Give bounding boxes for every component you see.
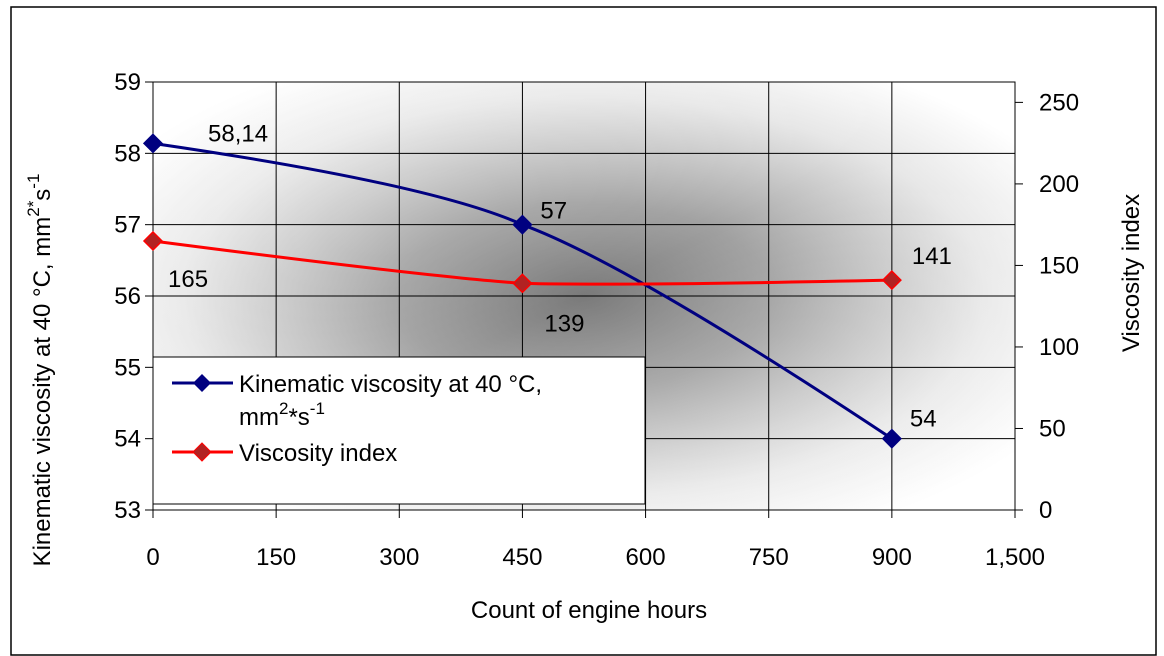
left-tick-label: 56: [114, 283, 141, 310]
data-point-kinematic-viscosity: [142, 133, 164, 154]
data-point-viscosity-index: [881, 270, 902, 291]
legend-label-1: Viscosity index: [239, 440, 397, 467]
x-tick-label: 600: [626, 544, 666, 571]
legend-box: [152, 356, 646, 505]
left-tick-label: 55: [114, 354, 141, 381]
right-tick-label: 50: [1039, 415, 1066, 442]
left-axis: 53 54 55 56 57 58 59: [114, 69, 153, 524]
right-axis-title: Viscosity index: [1118, 194, 1145, 352]
x-tick-label: 150: [256, 544, 296, 571]
x-tick-label: 750: [749, 544, 789, 571]
left-tick-label: 54: [114, 426, 141, 453]
data-label-kinematic-viscosity: 58,14: [208, 120, 268, 147]
data-point-viscosity-index: [512, 273, 533, 294]
data-label-viscosity-index: 139: [544, 310, 584, 337]
left-tick-label: 59: [114, 69, 141, 96]
legend: Kinematic viscosity at 40 °C, mm2*s-1 Vi…: [152, 356, 646, 505]
right-axis: 0 50 100 150 200 250: [1015, 89, 1079, 524]
data-label-kinematic-viscosity: 57: [540, 198, 567, 225]
x-axis-title: Count of engine hours: [471, 597, 707, 624]
data-label-viscosity-index: 141: [912, 243, 952, 270]
right-tick-label: 150: [1039, 252, 1079, 279]
legend-label-0-line2: mm2*s-1: [239, 399, 325, 431]
legend-label-0-line1: Kinematic viscosity at 40 °C,: [239, 371, 542, 398]
legend-swatch-marker-1: [192, 442, 212, 462]
x-tick-label: 450: [502, 544, 542, 571]
data-label-viscosity-index: 165: [168, 266, 208, 293]
data-point-viscosity-index: [142, 230, 164, 252]
legend-swatch-marker-0: [193, 374, 211, 392]
right-tick-label: 250: [1039, 89, 1079, 116]
left-axis-title: Kinematic viscosity at 40 °C, mm2*s-1: [24, 174, 56, 567]
left-tick-label: 57: [114, 212, 141, 239]
right-tick-label: 0: [1039, 497, 1052, 524]
left-tick-label: 53: [114, 497, 141, 524]
x-tick-label: 300: [379, 544, 419, 571]
series-layer: 58,14 57 54 165 139 141: [142, 120, 952, 449]
right-tick-label: 200: [1039, 171, 1079, 198]
data-label-kinematic-viscosity: 54: [910, 406, 937, 433]
data-point-kinematic-viscosity: [881, 428, 902, 449]
x-axis: 0 150 300 450 600 750 900 1,500: [146, 510, 1045, 571]
right-tick-label: 100: [1039, 334, 1079, 361]
data-point-kinematic-viscosity: [512, 214, 533, 235]
x-tick-label: 1,500: [985, 544, 1045, 571]
x-tick-label: 0: [146, 544, 159, 571]
left-tick-label: 58: [114, 140, 141, 167]
x-tick-label: 900: [872, 544, 912, 571]
